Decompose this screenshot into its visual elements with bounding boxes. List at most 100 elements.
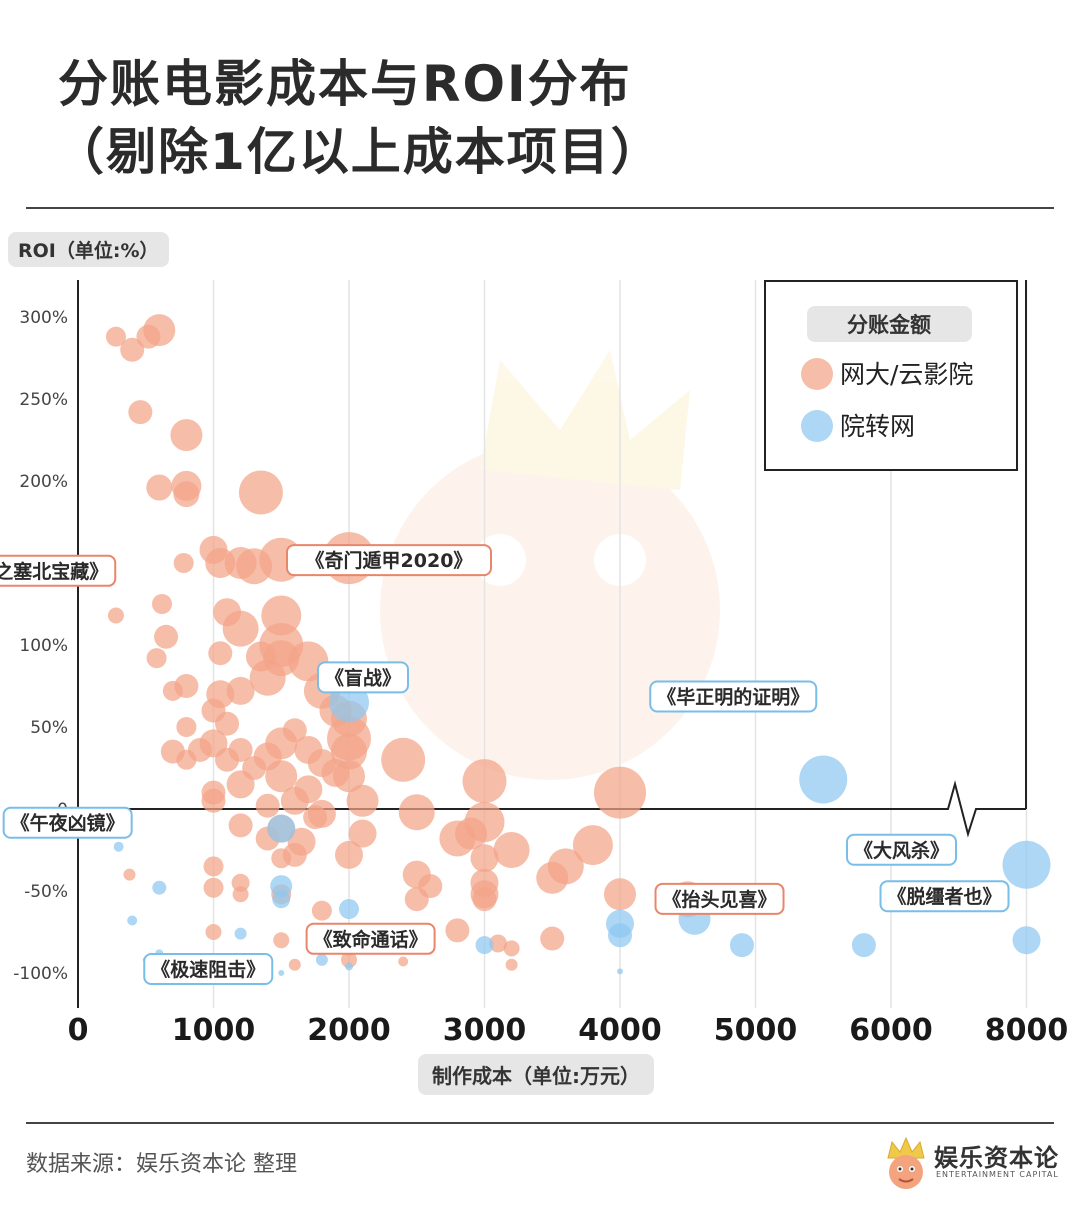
data-point-orange <box>265 760 298 793</box>
data-point-blue <box>729 933 754 958</box>
data-point-orange <box>273 932 290 949</box>
data-point-blue <box>113 841 124 852</box>
data-point-orange <box>604 878 636 911</box>
y-tick-label: 250% <box>19 390 68 410</box>
data-point-orange <box>333 760 365 793</box>
data-point-orange <box>107 607 124 624</box>
legend-title: 分账金额 <box>847 313 931 337</box>
data-point-blue <box>270 875 293 898</box>
x-tick-label: 5000 <box>714 1013 798 1048</box>
data-point-blue <box>272 890 291 909</box>
data-point-orange <box>238 470 283 515</box>
annotation-label-box <box>649 680 818 713</box>
data-point-orange <box>208 641 233 666</box>
data-point-orange <box>226 676 255 705</box>
data-point-orange <box>398 956 409 967</box>
annotation-label: 《极速阻击》 <box>151 958 265 981</box>
data-point-orange <box>311 900 332 921</box>
mascot-crown-icon <box>887 1136 925 1189</box>
annotation-label: 《奇门遁甲2020》 <box>306 549 473 572</box>
data-point-orange <box>236 548 273 585</box>
data-point-orange <box>205 548 236 578</box>
data-point-orange <box>335 840 363 869</box>
legend-item-label: 院转网 <box>840 412 915 441</box>
annotation-label: 《大风杀》 <box>854 839 949 862</box>
x-tick-label: 2000 <box>307 1013 391 1048</box>
data-point-orange <box>454 817 487 850</box>
data-point-orange <box>348 819 377 848</box>
data-point-blue <box>799 755 848 804</box>
axis-break-mark <box>938 780 986 838</box>
annotation-label-box <box>846 833 957 866</box>
y-tick-label: 200% <box>19 472 68 492</box>
y-axis-label: ROI（单位:%） <box>8 232 169 267</box>
data-point-orange <box>123 868 136 881</box>
annotation-label-box <box>286 544 492 577</box>
data-point-orange <box>228 813 253 838</box>
x-axis-label: 制作成本（单位:万元） <box>418 1054 654 1095</box>
x-tick-label: 1000 <box>172 1013 256 1048</box>
data-point-orange <box>346 784 379 817</box>
data-point-orange <box>503 940 520 957</box>
data-point-orange <box>249 659 286 696</box>
top-divider <box>26 207 1054 209</box>
x-tick-label: 8000 <box>985 1013 1069 1048</box>
x-tick-label: 3000 <box>443 1013 527 1048</box>
annotation-label-box <box>317 661 409 694</box>
data-point-orange <box>398 794 435 831</box>
data-point-orange <box>215 747 240 772</box>
data-source: 数据来源：娱乐资本论 整理 <box>26 1152 297 1177</box>
y-tick-label: 300% <box>19 308 68 328</box>
data-point-orange <box>154 624 179 649</box>
annotation-label: 《盲战》 <box>325 666 401 689</box>
data-point-blue <box>1002 840 1051 889</box>
data-point-orange <box>173 553 194 573</box>
legend-swatch <box>801 358 833 390</box>
data-point-orange <box>280 786 309 815</box>
data-point-blue <box>315 953 328 966</box>
legend-title-pill <box>807 306 972 342</box>
data-point-blue <box>267 814 296 843</box>
x-tick-label: 0 <box>68 1013 89 1048</box>
data-point-orange <box>222 610 259 647</box>
chart-title-line2: （剔除1亿以上成本项目） <box>54 123 663 181</box>
data-point-orange <box>203 856 224 877</box>
brand-logo: 娱乐资本论 ENTERTAINMENT CAPITAL <box>880 1134 1060 1190</box>
annotation-label-box <box>143 953 274 985</box>
data-point-orange <box>470 844 499 873</box>
data-point-blue <box>1012 926 1041 955</box>
annotation-label: 《毕正明的证明》 <box>657 685 809 708</box>
data-point-orange <box>255 793 280 818</box>
y-tick-label: -50% <box>24 882 68 902</box>
data-point-orange <box>472 887 497 912</box>
annotation-label: 《抬头见喜》 <box>663 888 777 911</box>
data-point-orange <box>203 877 224 898</box>
data-point-orange <box>381 737 426 782</box>
data-point-blue <box>127 915 138 926</box>
scatter-chart: 300%250%200%150%100%50%0-50%-100%0100020… <box>0 280 1069 1048</box>
annotation-label-box <box>0 554 117 587</box>
y-tick-label: 50% <box>30 718 68 738</box>
data-point-orange <box>120 337 145 362</box>
brand-subtitle: ENTERTAINMENT CAPITAL <box>936 1170 1059 1179</box>
legend-item-label: 网大/云影院 <box>840 360 973 389</box>
annotation-label: 《午夜凶镜》 <box>11 812 125 835</box>
data-point-orange <box>136 324 161 349</box>
data-point-orange <box>173 481 200 508</box>
data-point-orange <box>341 951 357 968</box>
x-tick-label: 6000 <box>849 1013 933 1048</box>
data-point-orange <box>572 825 613 866</box>
brand-name: 娱乐资本论 <box>934 1144 1059 1172</box>
data-point-orange <box>462 759 507 804</box>
data-point-orange <box>201 788 226 813</box>
data-point-orange <box>146 474 173 501</box>
bottom-divider <box>26 1122 1054 1124</box>
data-point-orange <box>205 924 222 940</box>
annotation-label: 《雪山飞狐之塞北宝藏》 <box>0 560 108 583</box>
data-point-orange <box>176 749 197 770</box>
data-point-orange <box>505 958 518 971</box>
annotation-label: 《致命通话》 <box>314 928 428 951</box>
data-point-blue <box>234 927 247 940</box>
x-tick-label: 4000 <box>578 1013 662 1048</box>
data-point-blue <box>617 968 623 975</box>
